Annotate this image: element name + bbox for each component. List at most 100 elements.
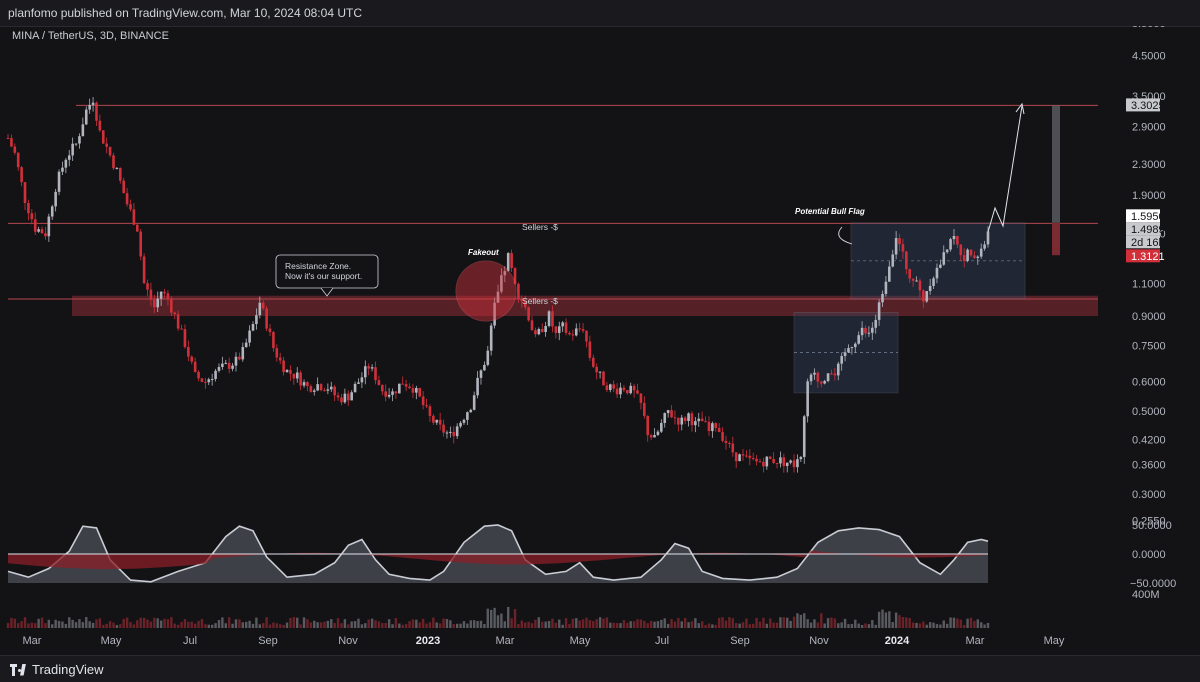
brand-name: TradingView: [32, 662, 104, 677]
candle-body: [275, 348, 279, 358]
volume-bar: [813, 619, 816, 628]
candle-body: [557, 326, 561, 333]
candle-body: [173, 312, 177, 315]
candle-body: [653, 434, 656, 438]
candle-body: [888, 266, 891, 282]
candle-body: [765, 456, 769, 467]
candle-body: [707, 421, 711, 432]
candle-body: [357, 382, 360, 384]
volume-bar: [142, 617, 146, 628]
volume-bar: [292, 617, 296, 628]
volume-bar: [558, 619, 561, 628]
volume-bar: [6, 623, 10, 628]
volume-bar: [894, 612, 898, 628]
oscillator-red-area: [8, 550, 988, 570]
volume-bar: [459, 623, 462, 628]
resistance-callout-line-2: Now it's our support.: [285, 271, 362, 281]
volume-bar: [132, 624, 136, 628]
volume-bar: [898, 615, 901, 628]
oscillator-tick: 0.0000: [1132, 549, 1166, 561]
volume-bar: [986, 622, 990, 628]
candle-body: [646, 415, 650, 436]
volume-bar: [88, 621, 91, 628]
volume-bar: [68, 617, 71, 628]
volume-bar: [34, 623, 37, 628]
candle-body: [336, 395, 340, 398]
volume-bar: [956, 618, 959, 628]
volume-bar: [129, 622, 132, 628]
candle-body: [717, 427, 721, 433]
candle-body: [830, 373, 833, 375]
candle-body: [13, 146, 17, 153]
volume-bar: [769, 618, 772, 628]
volume-bar: [466, 623, 469, 628]
candle-body: [799, 456, 803, 460]
volume-bar: [588, 620, 592, 628]
candle-body: [554, 326, 558, 333]
candle-body: [540, 329, 544, 332]
candle-body: [312, 390, 316, 392]
volume-bar: [707, 623, 711, 628]
volume-bar: [966, 618, 969, 628]
candle-body: [493, 302, 496, 326]
volume-bar: [680, 621, 683, 628]
volume-bar: [438, 623, 442, 628]
volume-bar: [724, 620, 728, 628]
bottom-bar: TradingView: [0, 655, 1200, 682]
volume-bar: [816, 622, 820, 628]
candle-body: [741, 454, 745, 456]
annotations-layer: Resistance Zone.Now it's our support. Fak…: [275, 102, 1025, 322]
volume-bar: [10, 617, 13, 628]
candle-body: [826, 373, 830, 381]
chart-canvas[interactable]: Resistance Zone.Now it's our support. Fak…: [0, 26, 1200, 655]
volume-bar: [717, 617, 721, 628]
volume-bar: [57, 621, 61, 628]
volume-bar: [282, 624, 285, 628]
candle-body: [687, 413, 690, 421]
candle-body: [47, 216, 51, 237]
candle-body: [265, 308, 268, 329]
candle-body: [381, 384, 384, 392]
candle-body: [425, 405, 428, 407]
volume-bar: [435, 622, 438, 628]
candles-layer: [6, 96, 990, 473]
candle-body: [762, 461, 765, 467]
volume-bar: [153, 617, 156, 628]
volume-bar: [425, 623, 428, 628]
volume-bar: [765, 623, 769, 628]
volume-bar: [268, 624, 272, 628]
candle-body: [449, 431, 452, 433]
candle-body: [16, 152, 20, 168]
volume-bar: [734, 623, 738, 628]
published-text: planfomo published on TradingView.com, M…: [8, 6, 362, 20]
volume-bar: [700, 621, 704, 628]
candle-body: [404, 384, 408, 387]
volume-bar: [173, 623, 176, 628]
candle-body: [204, 381, 207, 383]
candle-body: [176, 314, 180, 329]
candle-body: [180, 328, 183, 330]
volume-bar: [925, 624, 928, 628]
volume-bar: [187, 621, 190, 628]
candle-body: [544, 326, 547, 332]
volume-bar: [357, 618, 360, 628]
candle-body: [884, 281, 888, 294]
volume-bar: [197, 620, 200, 628]
candle-body: [891, 254, 895, 267]
time-label: May: [1044, 635, 1065, 647]
volume-bar: [462, 621, 466, 628]
volume-bar: [799, 614, 803, 628]
candle-body: [88, 104, 91, 110]
candle-body: [843, 352, 847, 357]
candle-body: [193, 361, 197, 372]
volume-bar: [561, 624, 564, 628]
volume-bar: [786, 617, 789, 628]
candle-body: [738, 454, 741, 462]
candle-body: [95, 102, 98, 121]
volume-bar: [646, 623, 649, 628]
brand[interactable]: TradingView: [10, 662, 104, 677]
candle-body: [486, 350, 490, 365]
volume-bar: [398, 623, 401, 628]
candle-body: [418, 387, 422, 397]
volume-bar: [922, 621, 925, 628]
